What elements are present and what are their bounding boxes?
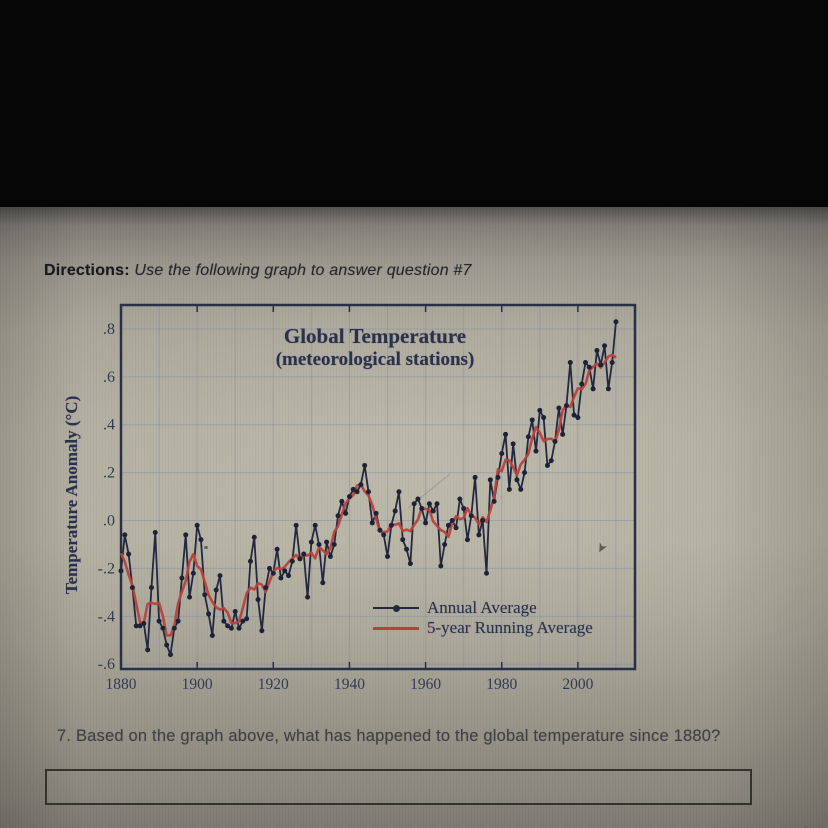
paper-speck xyxy=(204,546,208,549)
question-text: Based on the graph above, what has happe… xyxy=(71,727,721,745)
svg-text:.8: .8 xyxy=(103,321,115,338)
svg-text:1940: 1940 xyxy=(334,676,365,693)
svg-text:-.4: -.4 xyxy=(98,608,115,625)
chart-svg: .8 .6 .4 .2 .0 -.2 -.4 -.6 1880 1900 1920 1940 1960 1… xyxy=(98,303,637,693)
chart-legend: Annual Average 5-year Running Average xyxy=(373,598,593,638)
svg-text:.0: .0 xyxy=(103,513,115,530)
running-average-swatch xyxy=(373,626,419,630)
svg-text:1980: 1980 xyxy=(486,676,517,693)
svg-text:-.6: -.6 xyxy=(98,656,115,673)
svg-text:-.2: -.2 xyxy=(98,560,115,577)
temperature-chart: .8 .6 .4 .2 .0 -.2 -.4 -.6 1880 1900 1920 1940 1960 1… xyxy=(85,295,655,695)
svg-text:1960: 1960 xyxy=(410,676,441,693)
chart-title-block: Global Temperature (meteorological stati… xyxy=(190,324,560,371)
directions-label: Directions: xyxy=(44,262,130,279)
svg-text:2000: 2000 xyxy=(562,676,593,693)
svg-text:.4: .4 xyxy=(103,417,115,434)
answer-box[interactable] xyxy=(45,769,752,805)
annual-average-swatch xyxy=(373,605,419,612)
svg-text:1880: 1880 xyxy=(106,676,137,693)
directions-line: Directions: Use the following graph to a… xyxy=(44,262,472,280)
svg-text:1900: 1900 xyxy=(182,676,213,693)
directions-text: Use the following graph to answer questi… xyxy=(129,262,472,279)
legend-running-label: 5-year Running Average xyxy=(427,618,593,637)
question-number: 7. xyxy=(57,727,72,745)
y-axis-title: Temperature Anomaly (°C) xyxy=(62,395,81,595)
question-line: 7. Based on the graph above, what has ha… xyxy=(57,727,721,746)
svg-text:.2: .2 xyxy=(103,465,115,482)
chart-title: Global Temperature xyxy=(283,324,467,348)
legend-running-average: 5-year Running Average xyxy=(373,618,593,638)
chart-subtitle: (meteorological stations) xyxy=(275,348,475,370)
legend-annual-average: Annual Average xyxy=(373,598,593,618)
svg-text:1920: 1920 xyxy=(258,676,289,693)
legend-annual-label: Annual Average xyxy=(427,598,537,617)
svg-text:.6: .6 xyxy=(103,369,115,386)
letterbox-bar xyxy=(0,0,828,207)
